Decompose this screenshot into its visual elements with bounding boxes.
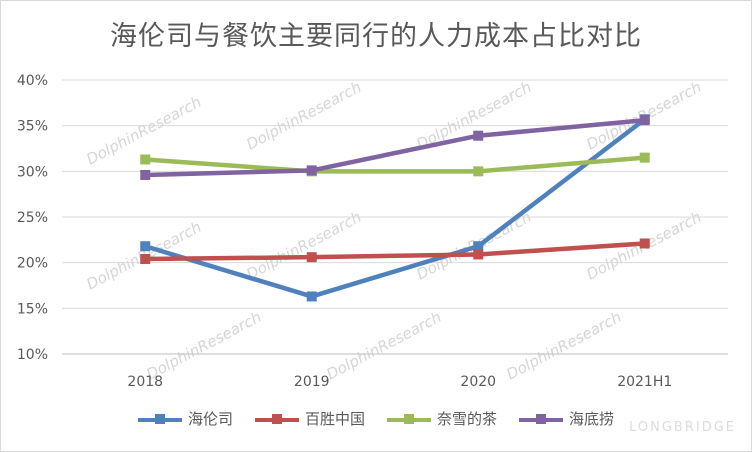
data-point-2: [473, 249, 484, 260]
x-tick-label: 2021H1: [617, 374, 672, 390]
legend-marker: [271, 413, 282, 424]
legend-label: 奈雪的茶: [437, 410, 498, 428]
watermark-text: DolphinResearch: [413, 78, 534, 154]
series-line-3: [143, 155, 647, 174]
legend-marker: [404, 413, 414, 424]
data-point-2: [140, 254, 151, 265]
watermark-text: DolphinResearch: [143, 308, 264, 384]
y-tick-label: 35%: [17, 119, 48, 135]
data-point-3: [473, 166, 484, 177]
legend-swatch: [519, 413, 564, 425]
chart-title: 海伦司与餐饮主要同行的人力成本占比对比: [110, 21, 642, 52]
x-tick-label: 2018: [127, 374, 163, 390]
data-point-3: [140, 154, 151, 165]
data-point-1: [140, 241, 151, 252]
legend-item-4: 海底捞: [519, 408, 614, 429]
brand-watermark: LONGBRIDGE: [629, 420, 736, 435]
x-tick-label: 2019: [294, 374, 330, 390]
x-tick-label: 2020: [460, 374, 496, 390]
data-point-4: [639, 115, 650, 126]
data-point-4: [140, 169, 151, 180]
y-tick-label: 15%: [17, 301, 48, 317]
y-tick-label: 25%: [17, 210, 48, 226]
legend-label: 海底捞: [569, 410, 615, 428]
legend-item-2: 百胜中国: [254, 408, 365, 429]
legend-marker: [536, 413, 547, 424]
watermark-text: DolphinResearch: [323, 308, 444, 384]
data-point-2: [639, 238, 650, 249]
legend-item-3: 奈雪的茶: [387, 408, 497, 429]
watermark-text: DolphinResearch: [243, 78, 364, 154]
series-line-2: [143, 241, 647, 262]
y-tick-label: 20%: [17, 256, 48, 272]
legend-item-1: 海伦司: [137, 408, 233, 429]
chart-legend: 海伦司 百胜中国 奈雪的茶 海底捞: [0, 408, 752, 429]
series-line-1: [143, 117, 647, 299]
legend-label: 海伦司: [187, 410, 233, 428]
data-point-1: [473, 241, 484, 252]
watermark-text: DolphinResearch: [503, 308, 624, 384]
legend-label: 百胜中国: [304, 410, 365, 428]
legend-swatch: [387, 413, 431, 425]
data-point-3: [639, 152, 650, 163]
watermark-text: DolphinResearch: [243, 208, 364, 284]
data-point-4: [473, 130, 484, 141]
data-point-4: [306, 165, 317, 176]
series-line-4: [143, 117, 647, 178]
data-point-1: [306, 291, 317, 302]
legend-swatch: [137, 413, 182, 425]
legend-swatch: [254, 413, 299, 425]
y-tick-label: 30%: [17, 164, 48, 180]
y-tick-label: 40%: [17, 73, 48, 89]
y-tick-label: 10%: [17, 347, 48, 363]
legend-marker: [154, 413, 165, 424]
data-point-2: [306, 252, 317, 263]
